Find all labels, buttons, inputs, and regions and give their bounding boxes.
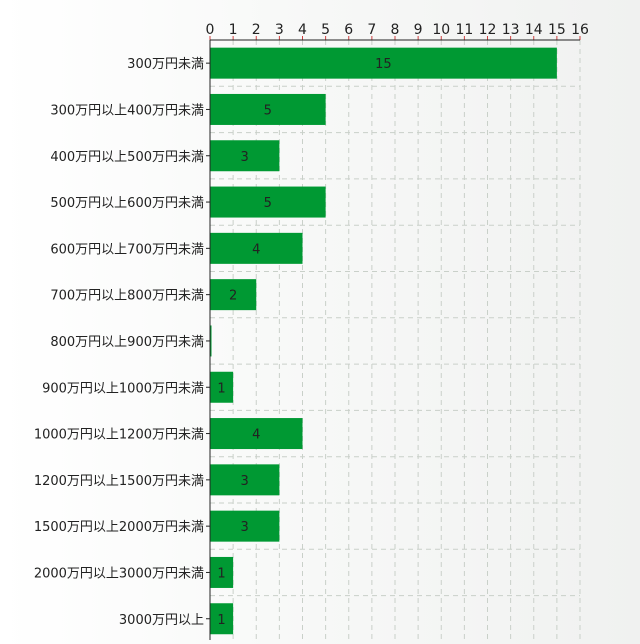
x-tick-label: 9 — [414, 22, 423, 38]
x-tick-label: 6 — [344, 22, 353, 38]
data-label: 4 — [252, 428, 260, 443]
x-tick-label: 3 — [275, 22, 284, 38]
category-label: 700万円以上800万円未満 — [50, 289, 204, 304]
category-label: 3000万円以上 — [119, 613, 204, 628]
axes — [206, 36, 581, 640]
bar — [210, 186, 326, 218]
x-tick-label: 5 — [321, 22, 330, 38]
data-label: 15 — [375, 57, 392, 72]
category-label: 1200万円以上1500万円未満 — [34, 474, 204, 489]
x-tick-label: 2 — [252, 22, 261, 38]
bar — [210, 47, 557, 79]
x-tick-label: 0 — [206, 22, 215, 38]
bar — [210, 603, 234, 635]
data-label: 1 — [217, 613, 225, 628]
category-label: 1500万円以上2000万円未満 — [34, 520, 204, 535]
grid-lines — [210, 40, 581, 640]
data-label: 3 — [241, 474, 249, 489]
x-tick-label: 15 — [548, 22, 566, 38]
data-label: 5 — [264, 103, 272, 118]
data-label: 1 — [217, 566, 225, 581]
bar — [210, 140, 280, 172]
bar — [210, 510, 280, 542]
bar — [210, 232, 303, 264]
x-tick-label: 16 — [571, 22, 589, 38]
bar — [210, 556, 234, 588]
category-label: 900万円以上1000万円未満 — [42, 381, 204, 396]
bar — [210, 93, 326, 125]
x-tick-label: 4 — [298, 22, 307, 38]
category-label: 500万円以上600万円未満 — [50, 196, 204, 211]
data-label: 5 — [264, 196, 272, 211]
bar — [210, 325, 212, 357]
bars — [210, 47, 557, 635]
x-tick-label: 7 — [367, 22, 376, 38]
x-tick-label: 10 — [432, 22, 450, 38]
category-label: 300万円未満 — [127, 57, 204, 72]
data-label: 1 — [217, 381, 225, 396]
bar — [210, 464, 280, 496]
data-label: 4 — [252, 242, 260, 257]
data-label: 2 — [229, 289, 237, 304]
category-label: 800万円以上900万円未満 — [50, 335, 204, 350]
category-label: 600万円以上700万円未満 — [50, 242, 204, 257]
x-tick-label: 8 — [391, 22, 400, 38]
x-tick-label: 14 — [525, 22, 543, 38]
x-tick-label: 12 — [479, 22, 497, 38]
data-label: 3 — [241, 520, 249, 535]
bar — [210, 371, 234, 403]
bar — [210, 418, 303, 450]
category-label: 300万円以上400万円未満 — [50, 103, 204, 118]
category-label: 2000万円以上3000万円未満 — [34, 566, 204, 581]
x-tick-label: 13 — [502, 22, 520, 38]
x-tick-label: 1 — [229, 22, 238, 38]
bar — [210, 279, 257, 311]
category-label: 1000万円以上1200万円未満 — [34, 428, 204, 443]
x-tick-label: 11 — [455, 22, 473, 38]
category-label: 400万円以上500万円未満 — [50, 150, 204, 165]
data-label: 3 — [241, 150, 249, 165]
